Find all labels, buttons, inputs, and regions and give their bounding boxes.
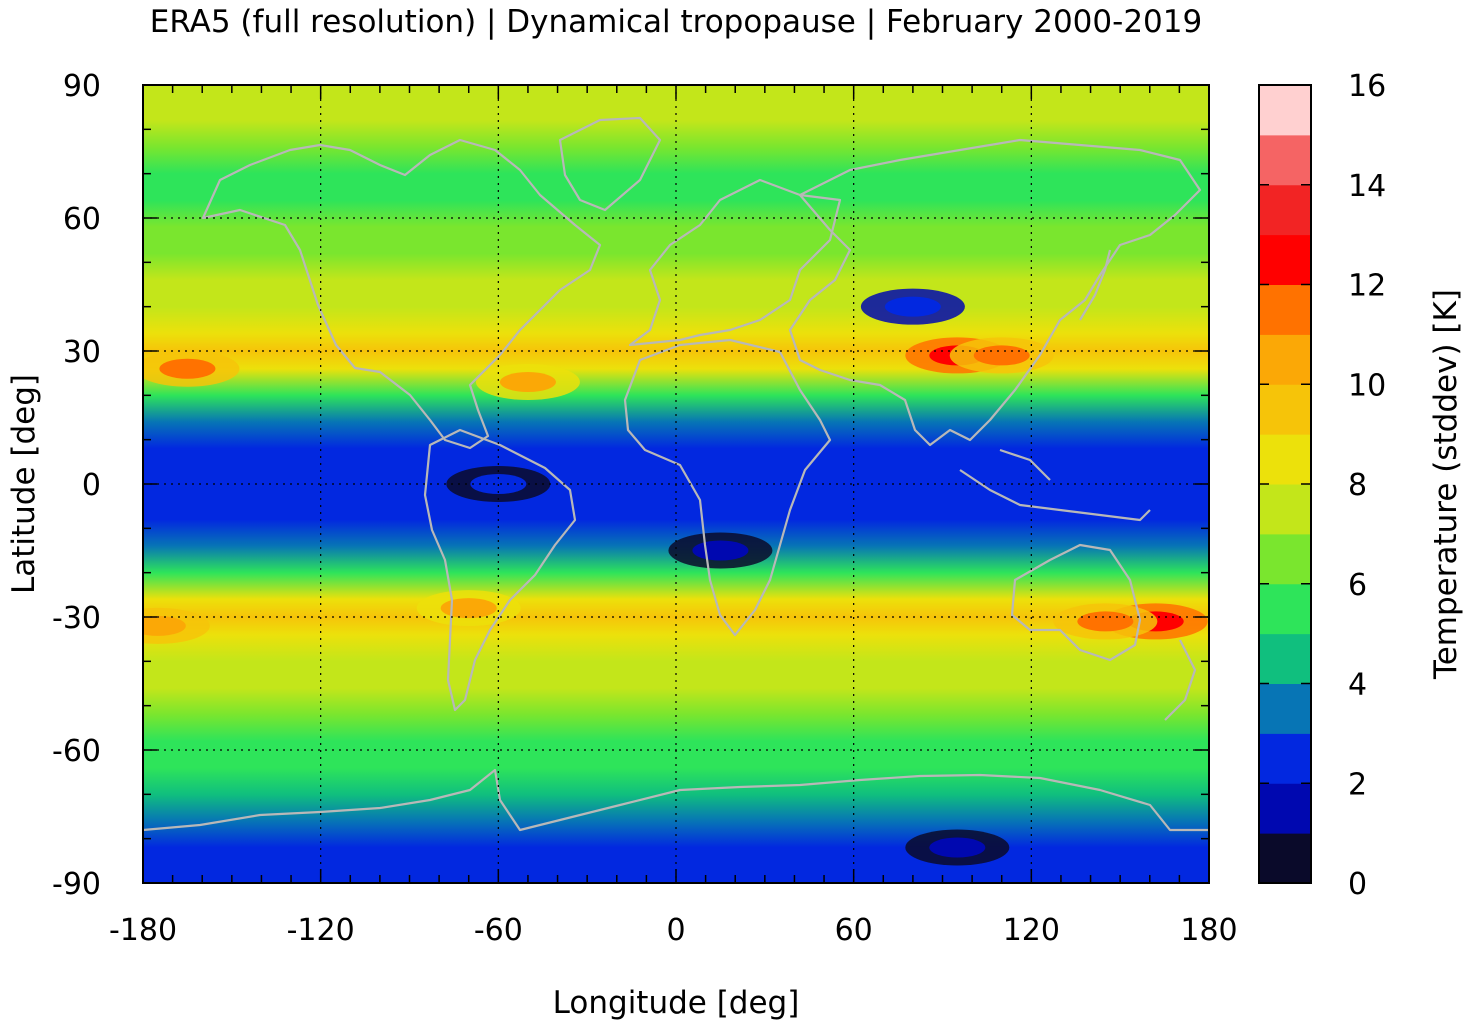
- colorbar-tick-label: 14: [1348, 169, 1386, 204]
- y-tick-label: -90: [52, 867, 101, 902]
- chart-title: ERA5 (full resolution) | Dynamical tropo…: [150, 4, 1202, 40]
- hotspot-core: [499, 372, 556, 393]
- colorbar-swatch: [1259, 484, 1311, 535]
- x-tick-label: 120: [1003, 913, 1060, 948]
- coastline-australia: [1010, 543, 1142, 662]
- x-tick-label: -180: [109, 913, 177, 948]
- colorbar-swatch: [1259, 384, 1311, 435]
- y-tick-label: -60: [52, 734, 101, 769]
- hotspot-core: [884, 296, 941, 317]
- y-tick-label: 90: [63, 69, 101, 104]
- colorbar-tick-label: 0: [1348, 867, 1367, 902]
- hotspot-core: [929, 837, 986, 858]
- colorbar-tick-label: 10: [1348, 368, 1386, 403]
- coastline-south-america: [423, 428, 577, 712]
- colorbar-swatch: [1259, 633, 1311, 684]
- colorbar-swatch: [1259, 184, 1311, 236]
- coastline-indonesia: [959, 448, 1151, 522]
- colorbar-swatch: [1259, 85, 1311, 136]
- colorbar-title: Temperature (stddev) [K]: [1428, 289, 1464, 680]
- coastline-africa: [623, 338, 832, 637]
- coastlines: [143, 116, 1209, 832]
- y-tick-label: 0: [82, 468, 101, 503]
- coastline-antarctica: [143, 768, 1209, 832]
- colorbar-swatch: [1259, 583, 1311, 635]
- coastline-asia: [788, 138, 1202, 447]
- x-tick-label: 0: [666, 913, 685, 948]
- colorbar-swatch: [1259, 134, 1311, 186]
- colorbar-tick-label: 4: [1348, 668, 1367, 703]
- x-axis-title: Longitude [deg]: [553, 985, 800, 1021]
- axis-ticks: -180 -120 -60 0 60 120 180 -90 -60 -30 0 30 60 90: [52, 69, 1238, 948]
- colorbar-swatch: [1259, 833, 1311, 884]
- coastline-greenland: [558, 116, 662, 212]
- colorbar-swatch: [1259, 284, 1311, 335]
- colorbar-swatch: [1259, 533, 1311, 585]
- x-tick-label: -60: [474, 913, 523, 948]
- y-tick-label: 30: [63, 335, 101, 370]
- y-axis-title: Latitude [deg]: [6, 374, 42, 594]
- x-tick-label: -120: [287, 913, 355, 948]
- map-field: [143, 85, 1209, 883]
- hotspot-core: [143, 615, 186, 636]
- y-tick-label: 60: [63, 202, 101, 237]
- colorbar-swatch: [1259, 783, 1311, 834]
- coastline-north-america: [201, 138, 602, 450]
- x-tick-label: 60: [835, 913, 873, 948]
- hotspot-core: [159, 358, 216, 379]
- x-tick-label: 180: [1180, 913, 1237, 948]
- colorbar-tick-label: 6: [1348, 568, 1367, 603]
- hotspot-layer: [143, 288, 1208, 866]
- colorbar-tick-label: 2: [1348, 767, 1367, 802]
- hotspot-core: [1077, 611, 1134, 632]
- colorbar-tick-label: 12: [1348, 269, 1386, 304]
- coastline-new-zealand: [1164, 639, 1197, 721]
- colorbar-tick-label: 16: [1348, 69, 1386, 104]
- colorbar-swatch: [1259, 234, 1311, 285]
- y-tick-label: -30: [52, 601, 101, 636]
- hotspot-core: [440, 598, 497, 619]
- colorbar-swatch: [1259, 733, 1311, 784]
- coastline-europe: [628, 178, 842, 347]
- hotspot-core: [973, 345, 1030, 366]
- hotspot-core: [692, 540, 749, 561]
- colorbar-swatch: [1259, 683, 1311, 734]
- colorbar-tick-label: 8: [1348, 468, 1367, 503]
- grid-lines: [143, 85, 1209, 883]
- colorbar-swatch: [1259, 334, 1311, 385]
- colorbar: 0 2 4 6 8 10 12 14 16: [1258, 69, 1386, 902]
- colorbar-swatch: [1259, 434, 1311, 485]
- coastline-japan: [1079, 249, 1112, 321]
